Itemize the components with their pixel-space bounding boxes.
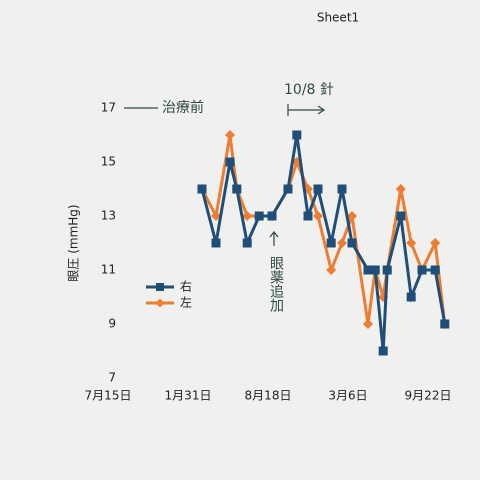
legend-label: 左 [180,295,192,310]
point [283,184,293,194]
chart-title: Sheet1 [317,11,359,25]
point [378,346,388,356]
point [303,211,313,221]
legend-marker [156,283,164,291]
point [347,211,357,221]
point [267,211,277,221]
point [211,238,221,248]
point [363,265,373,275]
point [326,265,337,275]
point [440,319,450,329]
point [326,238,336,248]
y-tick-label: 13 [101,209,116,223]
point [363,319,373,329]
y-tick-label: 7 [108,371,116,385]
point [197,184,207,194]
point [417,265,427,275]
annotation: 眼薬追加 [268,256,284,313]
y-tick-label: 17 [101,101,116,115]
point [211,211,221,221]
point [337,238,347,248]
point [254,211,264,221]
x-tick-label: 9月22日 [405,389,452,403]
point [395,184,406,194]
y-tick-label: 15 [101,155,116,169]
point [370,265,380,275]
annotation: 10/8 針 [284,82,334,98]
point [430,238,441,248]
point [337,184,347,194]
y-axis-label: 眼圧 (mmHg) [67,204,81,281]
point [406,238,417,248]
y-tick-label: 9 [108,317,116,331]
annotation-arrow [287,104,326,116]
x-tick-label: 3月6日 [328,389,367,403]
x-tick-label: 8月18日 [245,389,292,403]
point [430,265,440,275]
point [347,238,357,248]
point [225,157,235,167]
point [313,211,323,221]
y-tick-label: 11 [101,263,116,277]
point [242,238,252,248]
point [242,211,253,221]
point [406,292,416,302]
point [396,211,406,221]
legend-marker [155,298,165,308]
annotation: 治療前 [162,99,204,116]
point [313,184,323,194]
x-tick-label: 1月31日 [165,389,212,403]
point [232,184,242,194]
annotation-arrow [269,231,279,246]
point [382,265,392,275]
point [292,130,302,140]
x-tick-label: 7月15日 [85,389,132,403]
point [225,130,235,140]
legend-label: 右 [180,279,192,294]
